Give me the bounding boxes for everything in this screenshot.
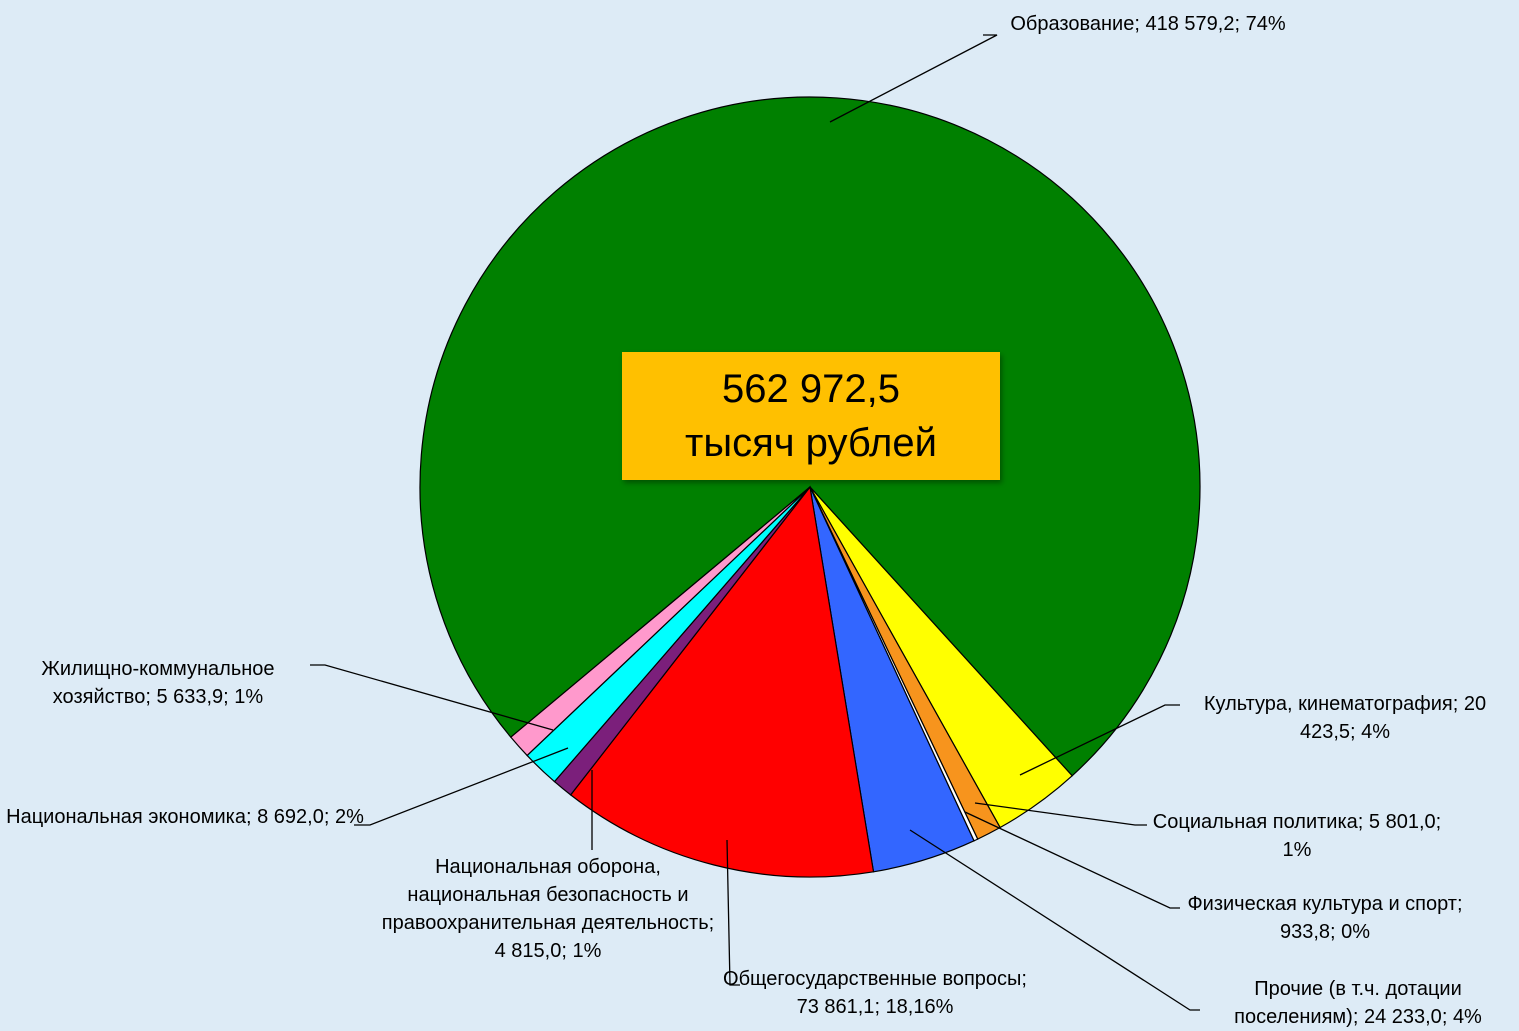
category-name: Национальная оборона, национальная безоп… xyxy=(381,856,709,934)
value-label: 73 861,1 xyxy=(796,996,875,1018)
category-name: Физическая культура и спорт xyxy=(1187,893,1457,915)
percent-label: 4% xyxy=(1361,721,1391,743)
category-name: Прочие (в т.ч. дотации поселениям) xyxy=(1234,978,1462,1028)
leader-line xyxy=(310,664,554,731)
data-label: Общегосударственные вопросы; 73 861,1; 1… xyxy=(723,968,1027,1018)
total-box: 562 972,5 тысяч рублей xyxy=(622,352,1000,480)
percent-label: 1% xyxy=(572,940,602,962)
total-unit: тысяч рублей xyxy=(685,421,937,465)
value-label: 24 233,0 xyxy=(1363,1006,1442,1028)
data-label: Прочие (в т.ч. дотации поселениям); 24 2… xyxy=(1234,978,1482,1028)
category-name: Жилищно-коммунальное хозяйство xyxy=(41,658,275,708)
category-name: Национальная экономика xyxy=(6,806,246,828)
percent-label: 2% xyxy=(334,806,364,828)
leader-line xyxy=(726,839,740,986)
value-label: 418 579,2 xyxy=(1145,13,1235,35)
percent-label: 1% xyxy=(234,686,264,708)
leader-line xyxy=(909,829,1200,1011)
category-name: Социальная политика xyxy=(1152,811,1358,833)
total-label: 562 972,5 xyxy=(722,367,900,411)
category-name: Культура, кинематография xyxy=(1203,693,1453,715)
percent-label: 18,16% xyxy=(885,996,954,1018)
pie-slice xyxy=(569,485,875,878)
percent-label: 0% xyxy=(1341,921,1371,943)
value-label: 8 692,0 xyxy=(257,806,324,828)
leader-line xyxy=(964,811,1180,909)
value-label: 5 801,0 xyxy=(1368,811,1436,833)
category-name: Образование xyxy=(1010,13,1135,35)
value-label: 5 633,9 xyxy=(156,686,224,708)
category-name: Общегосударственные вопросы xyxy=(723,968,1022,990)
percent-label: 1% xyxy=(1282,839,1312,861)
data-label: Национальная оборона, национальная безоп… xyxy=(381,856,715,962)
leader-line xyxy=(829,34,998,123)
percent-label: 74% xyxy=(1245,13,1286,35)
value-label: 933,8 xyxy=(1279,921,1331,943)
value-label: 20 423,5 xyxy=(1299,693,1487,743)
data-label: Образование; 418 579,2; 74% xyxy=(1010,13,1286,35)
leader-line xyxy=(1019,704,1180,776)
leader-line xyxy=(354,747,569,826)
percent-label: 4% xyxy=(1452,1006,1482,1028)
data-label: Жилищно-коммунальное хозяйство; 5 633,9;… xyxy=(41,658,275,708)
value-label: 4 815,0 xyxy=(494,940,562,962)
leader-line xyxy=(974,802,1147,826)
data-label: Физическая культура и спорт; 933,8; 0% xyxy=(1187,893,1463,943)
data-label: Социальная политика; 5 801,0; 1% xyxy=(1152,811,1442,861)
data-label: Культура, кинематография; 20 423,5; 4% xyxy=(1203,693,1487,743)
data-label: Национальная экономика; 8 692,0; 2% xyxy=(6,806,364,828)
pie-slice xyxy=(509,486,811,757)
